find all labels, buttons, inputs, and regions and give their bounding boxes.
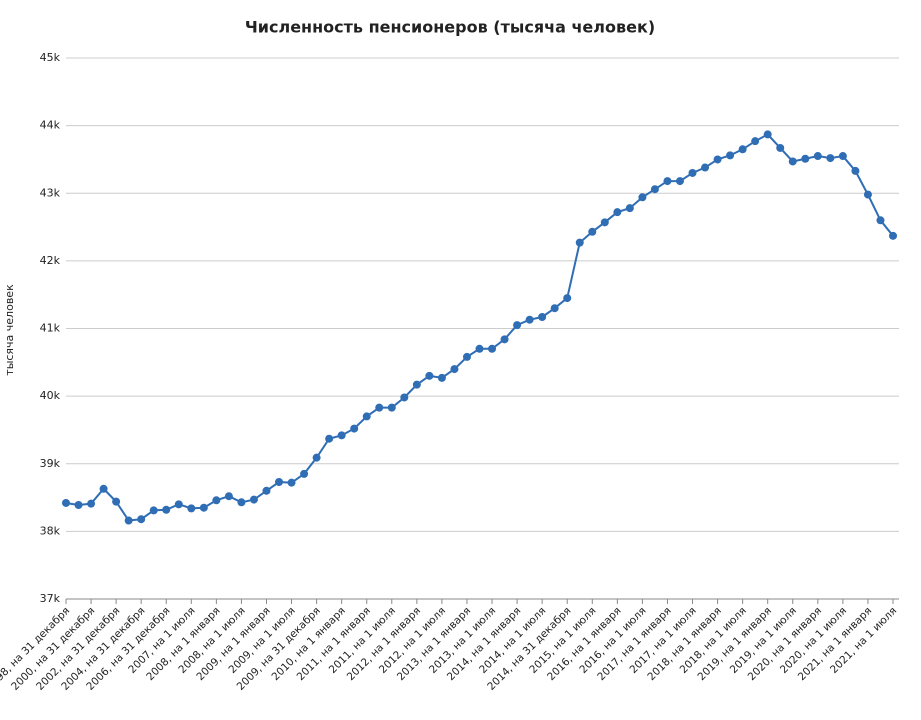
data-point <box>863 190 872 199</box>
data-point <box>249 495 258 504</box>
data-point <box>450 365 459 374</box>
data-point <box>112 497 121 506</box>
data-point <box>149 506 158 515</box>
data-point <box>713 155 722 164</box>
y-tick-label: 43k <box>40 186 61 199</box>
data-point <box>212 496 221 505</box>
data-point <box>763 130 772 139</box>
data-point <box>738 145 747 154</box>
data-point <box>62 498 70 507</box>
data-point <box>174 500 183 509</box>
chart-title: Численность пенсионеров (тысяча человек) <box>245 18 655 37</box>
data-point <box>851 166 860 175</box>
data-point <box>889 231 897 240</box>
data-point <box>776 143 785 152</box>
data-point <box>525 315 534 324</box>
y-tick-label: 44k <box>40 119 61 132</box>
y-tick-label: 42k <box>40 254 61 267</box>
data-point <box>224 492 233 501</box>
y-tick-label: 39k <box>40 457 61 470</box>
data-point <box>500 335 509 344</box>
data-point <box>538 313 547 322</box>
data-point <box>412 380 421 389</box>
data-point <box>99 484 108 493</box>
data-point <box>275 478 284 487</box>
data-point <box>237 498 246 507</box>
data-point <box>362 412 371 421</box>
data-point <box>688 168 697 177</box>
data-point <box>187 504 196 513</box>
data-point <box>550 304 559 313</box>
data-point <box>563 294 572 303</box>
data-point <box>387 403 396 412</box>
data-point <box>437 373 446 382</box>
data-point <box>838 152 847 161</box>
data-line <box>65 133 894 522</box>
data-point <box>650 185 659 194</box>
data-point <box>199 503 208 512</box>
y-tick-label: 41k <box>40 322 61 335</box>
data-point <box>675 177 684 186</box>
data-point <box>788 157 797 166</box>
data-point <box>312 453 321 462</box>
y-tick-label: 40k <box>40 389 61 402</box>
data-point <box>325 434 334 443</box>
data-point <box>350 424 359 433</box>
data-point <box>726 151 735 160</box>
data-point <box>613 208 622 217</box>
data-point <box>475 344 484 353</box>
data-point <box>74 501 83 510</box>
data-point <box>876 216 885 225</box>
data-point <box>826 154 835 163</box>
data-point <box>488 344 497 353</box>
data-point <box>600 218 609 227</box>
data-point <box>124 516 133 525</box>
data-point <box>813 152 822 161</box>
data-point <box>87 499 96 508</box>
data-point <box>137 515 146 524</box>
data-point <box>262 486 271 495</box>
data-point <box>701 163 710 172</box>
data-point <box>375 403 384 412</box>
data-point <box>162 505 171 514</box>
data-point <box>663 177 672 186</box>
data-point <box>462 352 471 361</box>
data-point <box>287 478 296 487</box>
data-point <box>337 431 346 440</box>
data-point <box>300 469 309 478</box>
y-tick-label: 38k <box>40 524 61 537</box>
data-point <box>513 321 522 330</box>
data-point <box>400 393 409 402</box>
y-tick-label: 45k <box>40 51 61 64</box>
data-point <box>801 154 810 163</box>
y-axis-label: тысяча человек <box>3 284 16 376</box>
data-point <box>575 238 584 247</box>
data-point <box>751 137 760 146</box>
data-point <box>625 204 634 213</box>
y-tick-label: 37k <box>40 592 61 605</box>
data-point <box>425 371 434 380</box>
data-point <box>588 227 597 236</box>
data-point <box>638 193 647 202</box>
